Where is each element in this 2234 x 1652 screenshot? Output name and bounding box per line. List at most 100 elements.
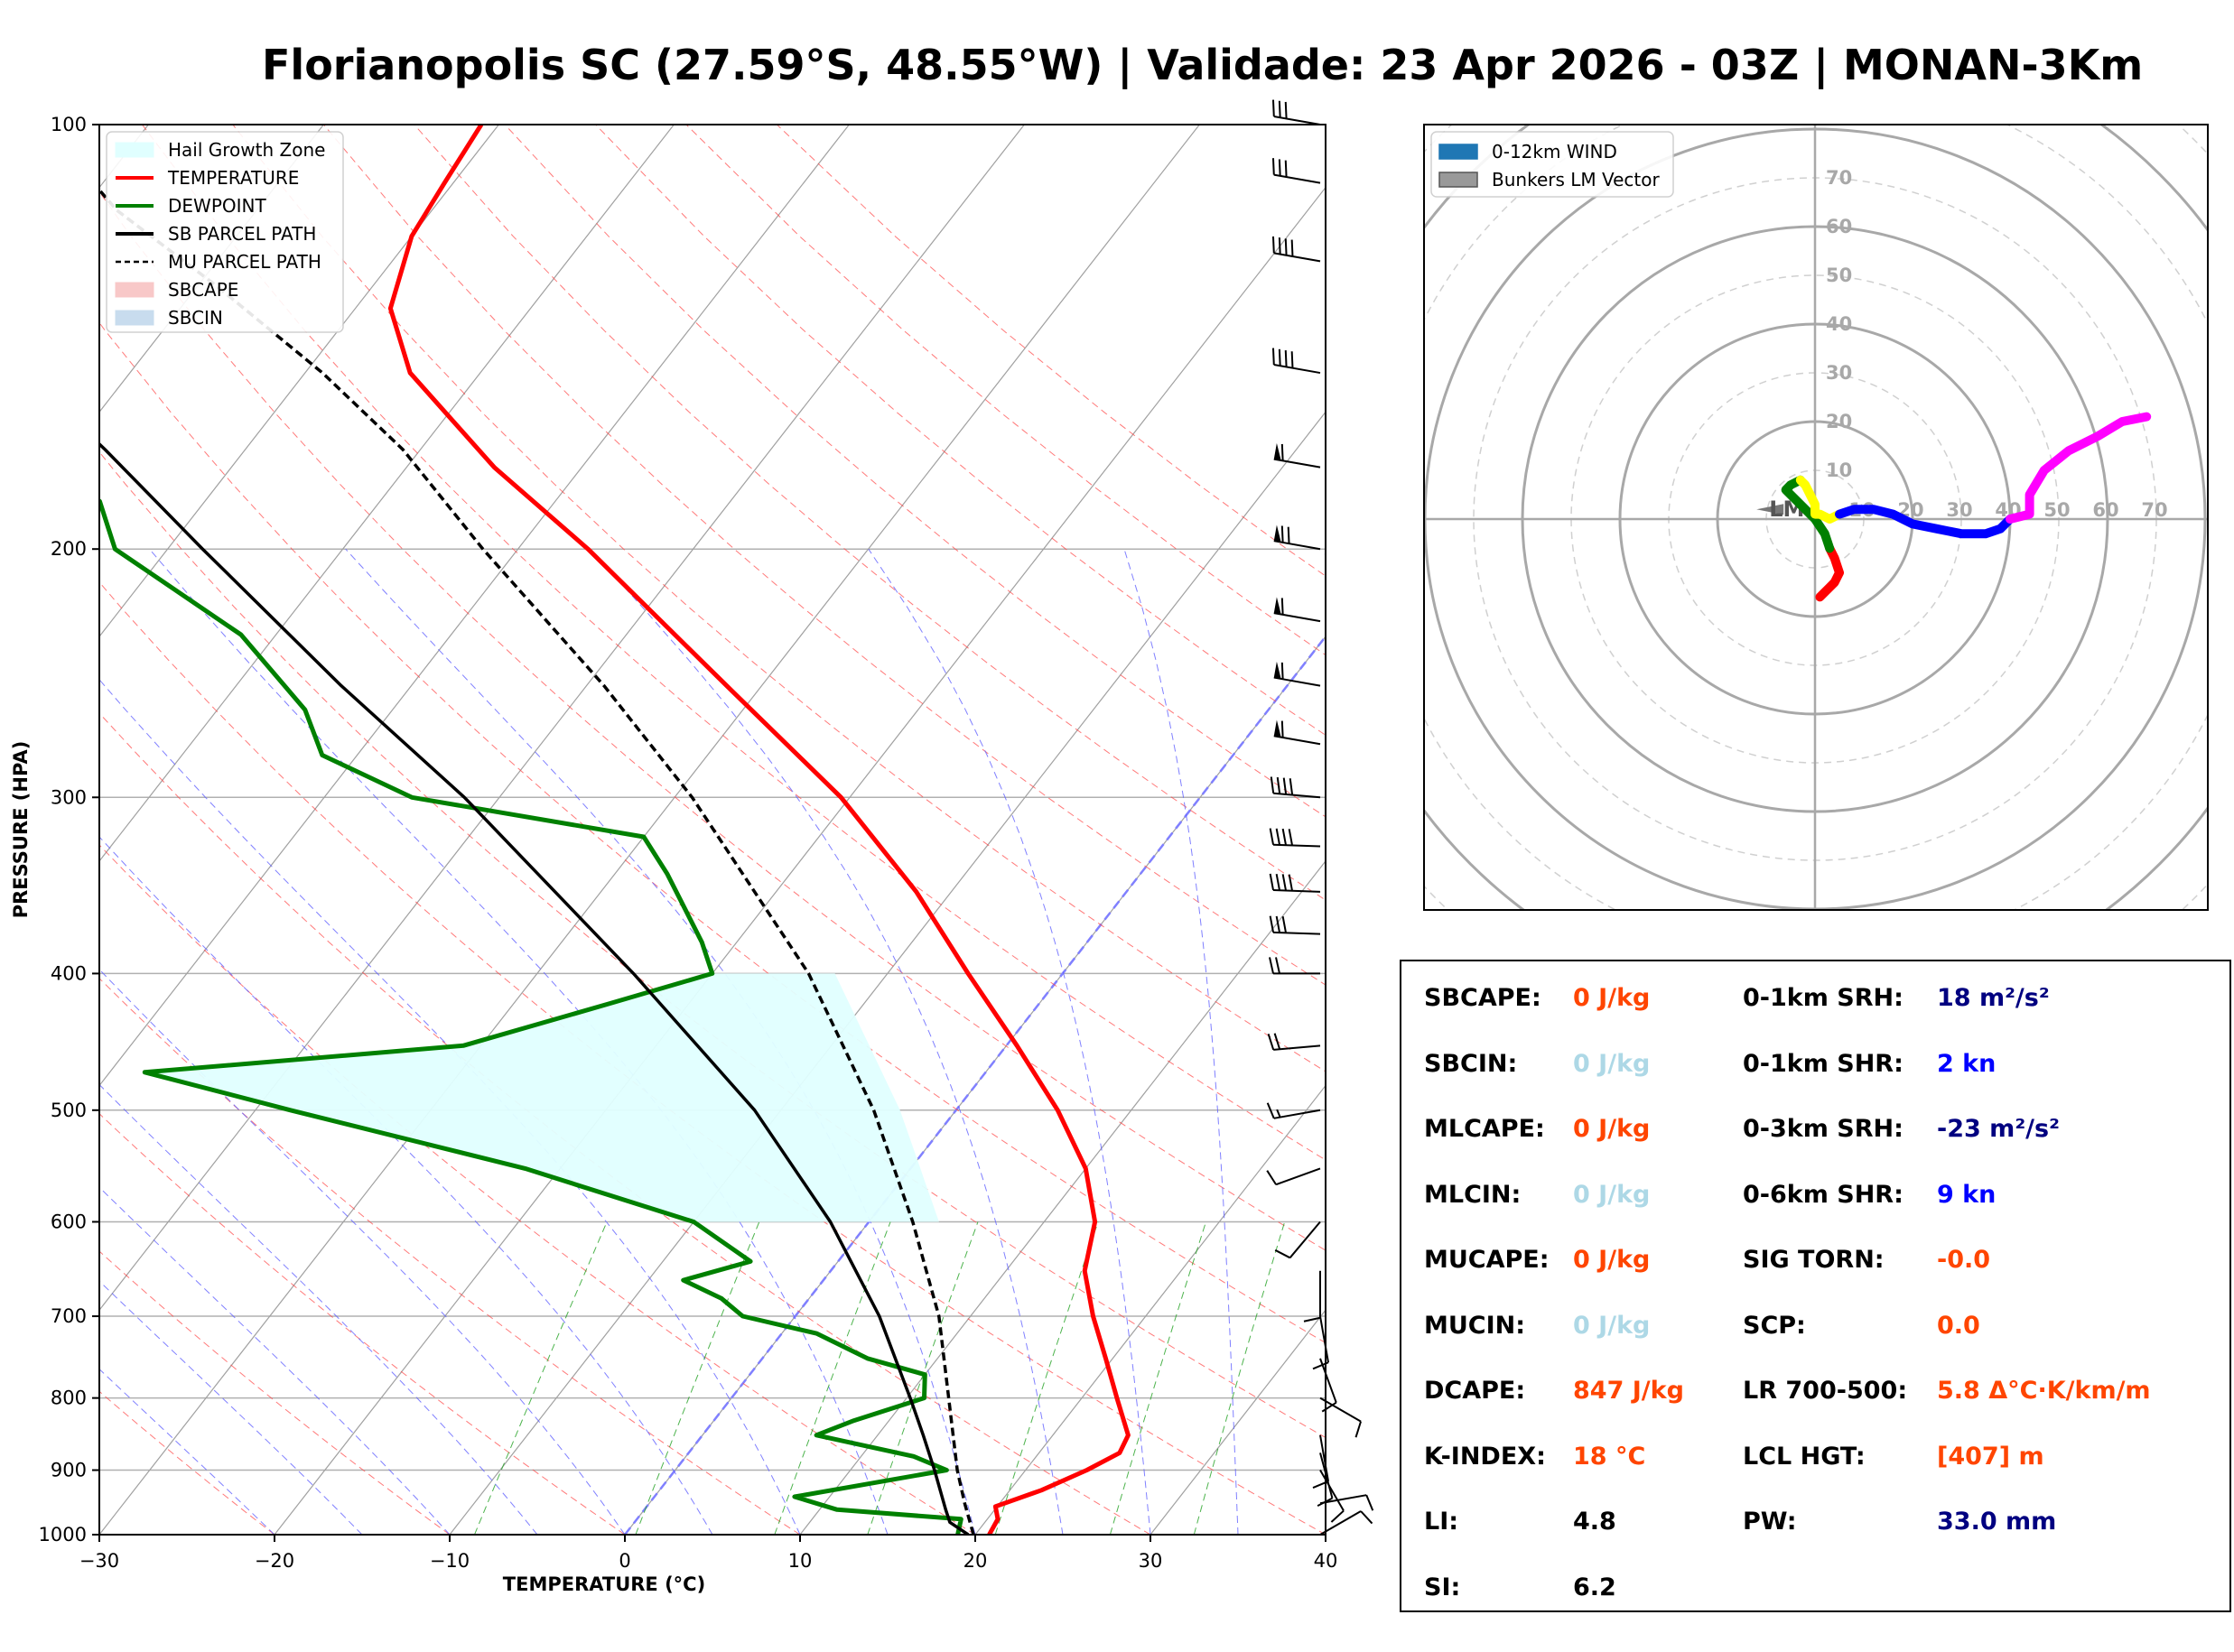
- mixing-ratio-line: [867, 1221, 979, 1535]
- barb-staff: [1273, 364, 1321, 375]
- moist-adiabat: [99, 679, 801, 1535]
- dry-adiabat: [99, 1390, 275, 1535]
- barb-full: [1275, 828, 1281, 846]
- wind-barb: [1267, 1033, 1321, 1051]
- stat-value: 33.0 mm: [1937, 1508, 2057, 1536]
- stat-label: MUCAPE:: [1424, 1246, 1550, 1274]
- hodograph-segment: [1835, 505, 2015, 539]
- series-sb-parcel-path: [99, 441, 970, 1535]
- barb-full: [1284, 238, 1288, 255]
- barb-full: [1275, 915, 1281, 933]
- mixing-ratio-line: [1109, 1221, 1206, 1535]
- dry-adiabat: [99, 450, 1326, 1439]
- hodograph-segment: [1795, 475, 1844, 524]
- stat-value: 0 J/kg: [1573, 1246, 1651, 1274]
- hodo-legend-box: [1430, 131, 1674, 198]
- barb-full: [1267, 1033, 1275, 1051]
- legend-label: SBCIN: [168, 307, 223, 329]
- barb-staff: [1319, 1452, 1334, 1499]
- barb-staff: [1273, 792, 1321, 799]
- legend-label: MU PARCEL PATH: [168, 251, 321, 273]
- wind-barb: [1274, 1220, 1321, 1259]
- dry-adiabat: [99, 978, 801, 1535]
- barb-staff: [1319, 1397, 1362, 1423]
- hodo-legend-swatch: [1438, 144, 1478, 160]
- stat-value: 0 J/kg: [1573, 1049, 1651, 1078]
- dry-adiabat: [99, 1113, 626, 1535]
- barb-flag: [1273, 597, 1281, 615]
- ring-label-y: 60: [1826, 216, 1852, 237]
- moist-adiabat: [99, 1186, 451, 1535]
- dry-adiabat: [595, 125, 1326, 736]
- barb-staff: [1319, 1494, 1367, 1505]
- x-tick-label: 20: [963, 1550, 988, 1572]
- barb-full: [1274, 1248, 1291, 1259]
- dry-adiabat: [322, 125, 1326, 986]
- wind-barb: [1319, 1397, 1362, 1438]
- dry-adiabat: [504, 125, 1326, 818]
- mixing-ratio-line: [474, 1221, 608, 1535]
- hodograph-segment: [1781, 475, 1835, 553]
- barb-full: [1288, 829, 1294, 846]
- stat-label: LCL HGT:: [1743, 1442, 1866, 1471]
- y-tick-label: 600: [51, 1211, 87, 1232]
- wind-barb: [1271, 236, 1321, 263]
- barb-staff: [1273, 540, 1321, 551]
- wind-barb: [1319, 1494, 1374, 1511]
- isotherm-line: [974, 1084, 1326, 1535]
- barb-full: [1271, 236, 1275, 254]
- x-tick-label: 30: [1139, 1550, 1163, 1572]
- stat-label: MLCIN:: [1424, 1180, 1522, 1209]
- wind-barb: [1266, 1102, 1321, 1119]
- mixing-ratio-line: [635, 1221, 760, 1535]
- stat-value: 2 kn: [1937, 1049, 1997, 1078]
- dry-adiabat: [99, 581, 1326, 1535]
- stat-label: SBCAPE:: [1424, 984, 1541, 1012]
- x-tick-label: 10: [788, 1550, 813, 1572]
- barb-staff: [1319, 1434, 1330, 1482]
- barb-full: [1275, 957, 1280, 974]
- isotherm-line: [99, 125, 324, 413]
- stat-label: LR 700-500:: [1743, 1377, 1908, 1405]
- barb-full: [1271, 99, 1275, 117]
- stat-label: MLCAPE:: [1424, 1115, 1545, 1143]
- barb-full: [1270, 776, 1275, 794]
- wind-barb: [1266, 1167, 1321, 1186]
- skew-t-frame: [98, 124, 1326, 1536]
- moist-adiabat: [99, 969, 626, 1535]
- stat-value: 0.0: [1937, 1311, 1980, 1340]
- barb-full: [1312, 1480, 1329, 1489]
- stat-label: 0-6km SHR:: [1743, 1180, 1904, 1209]
- legend-box: [106, 131, 344, 333]
- moist-adiabat: [1123, 549, 1239, 1535]
- stat-label: SI:: [1424, 1573, 1461, 1601]
- hail-growth-zone: [144, 973, 939, 1222]
- isotherm-line: [799, 859, 1326, 1535]
- stat-value: -0.0: [1937, 1246, 1991, 1274]
- barb-full: [1280, 720, 1284, 738]
- isotherm-line: [449, 411, 1326, 1535]
- mixing-ratio-line: [1193, 1221, 1286, 1535]
- wind-barb: [1319, 1510, 1373, 1536]
- stat-label: LI:: [1424, 1508, 1459, 1536]
- barb-full: [1281, 915, 1288, 933]
- wind-barb: [1273, 661, 1321, 687]
- moist-adiabat: [589, 548, 1064, 1535]
- hodograph-ring: [1424, 125, 2208, 910]
- y-tick-label: 800: [51, 1387, 87, 1409]
- barb-staff: [1273, 735, 1321, 746]
- barb-full: [1273, 1033, 1281, 1050]
- barb-flag: [1273, 442, 1281, 460]
- barb-flag: [1273, 719, 1281, 738]
- barb-staff: [1273, 115, 1321, 125]
- barb-staff: [1275, 1167, 1321, 1186]
- x-tick-label: 40: [1314, 1550, 1338, 1572]
- stat-value: 4.8: [1573, 1508, 1616, 1536]
- isotherm-line: [99, 125, 675, 862]
- barb-full: [1284, 101, 1288, 119]
- legend-label: TEMPERATURE: [167, 167, 299, 189]
- barb-full: [1303, 1316, 1321, 1323]
- stat-label: SBCIN:: [1424, 1049, 1518, 1078]
- barb-staff: [1273, 676, 1321, 687]
- stat-label: K-INDEX:: [1424, 1442, 1546, 1471]
